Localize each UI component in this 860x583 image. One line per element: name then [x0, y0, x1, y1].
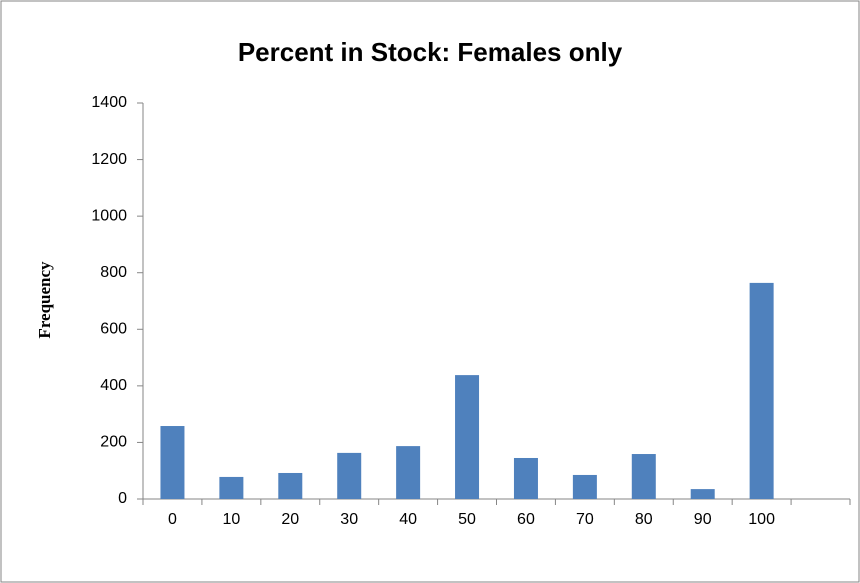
bar	[749, 282, 774, 499]
x-tick-label: 10	[222, 511, 240, 528]
y-tick-label: 1200	[91, 151, 127, 168]
x-tick-label: 40	[399, 511, 417, 528]
x-tick-label: 20	[281, 511, 299, 528]
bar	[160, 426, 185, 499]
x-tick-label: 50	[458, 511, 476, 528]
y-tick-label: 0	[118, 490, 127, 507]
x-tick-label: 0	[168, 511, 177, 528]
bar	[396, 446, 421, 499]
bar	[572, 474, 597, 499]
x-tick-label: 100	[748, 511, 775, 528]
bar	[337, 452, 362, 499]
x-tick-label: 30	[340, 511, 358, 528]
x-tick-label: 60	[517, 511, 535, 528]
bar	[278, 472, 303, 499]
y-tick-label: 600	[100, 321, 127, 338]
chart-title: Percent in Stock: Females only	[238, 37, 623, 67]
y-tick-label: 400	[100, 377, 127, 394]
y-tick-label: 200	[100, 434, 127, 451]
y-tick-label: 800	[100, 264, 127, 281]
bar	[455, 375, 480, 499]
x-tick-label: 70	[576, 511, 594, 528]
bar	[690, 489, 715, 499]
x-tick-label: 80	[635, 511, 653, 528]
y-tick-label: 1000	[91, 207, 127, 224]
y-axis-label: Frequency	[35, 261, 54, 339]
y-tick-label: 1400	[91, 94, 127, 111]
bar	[219, 476, 244, 499]
bar	[631, 454, 656, 499]
x-tick-label: 90	[694, 511, 712, 528]
bar	[513, 457, 538, 499]
